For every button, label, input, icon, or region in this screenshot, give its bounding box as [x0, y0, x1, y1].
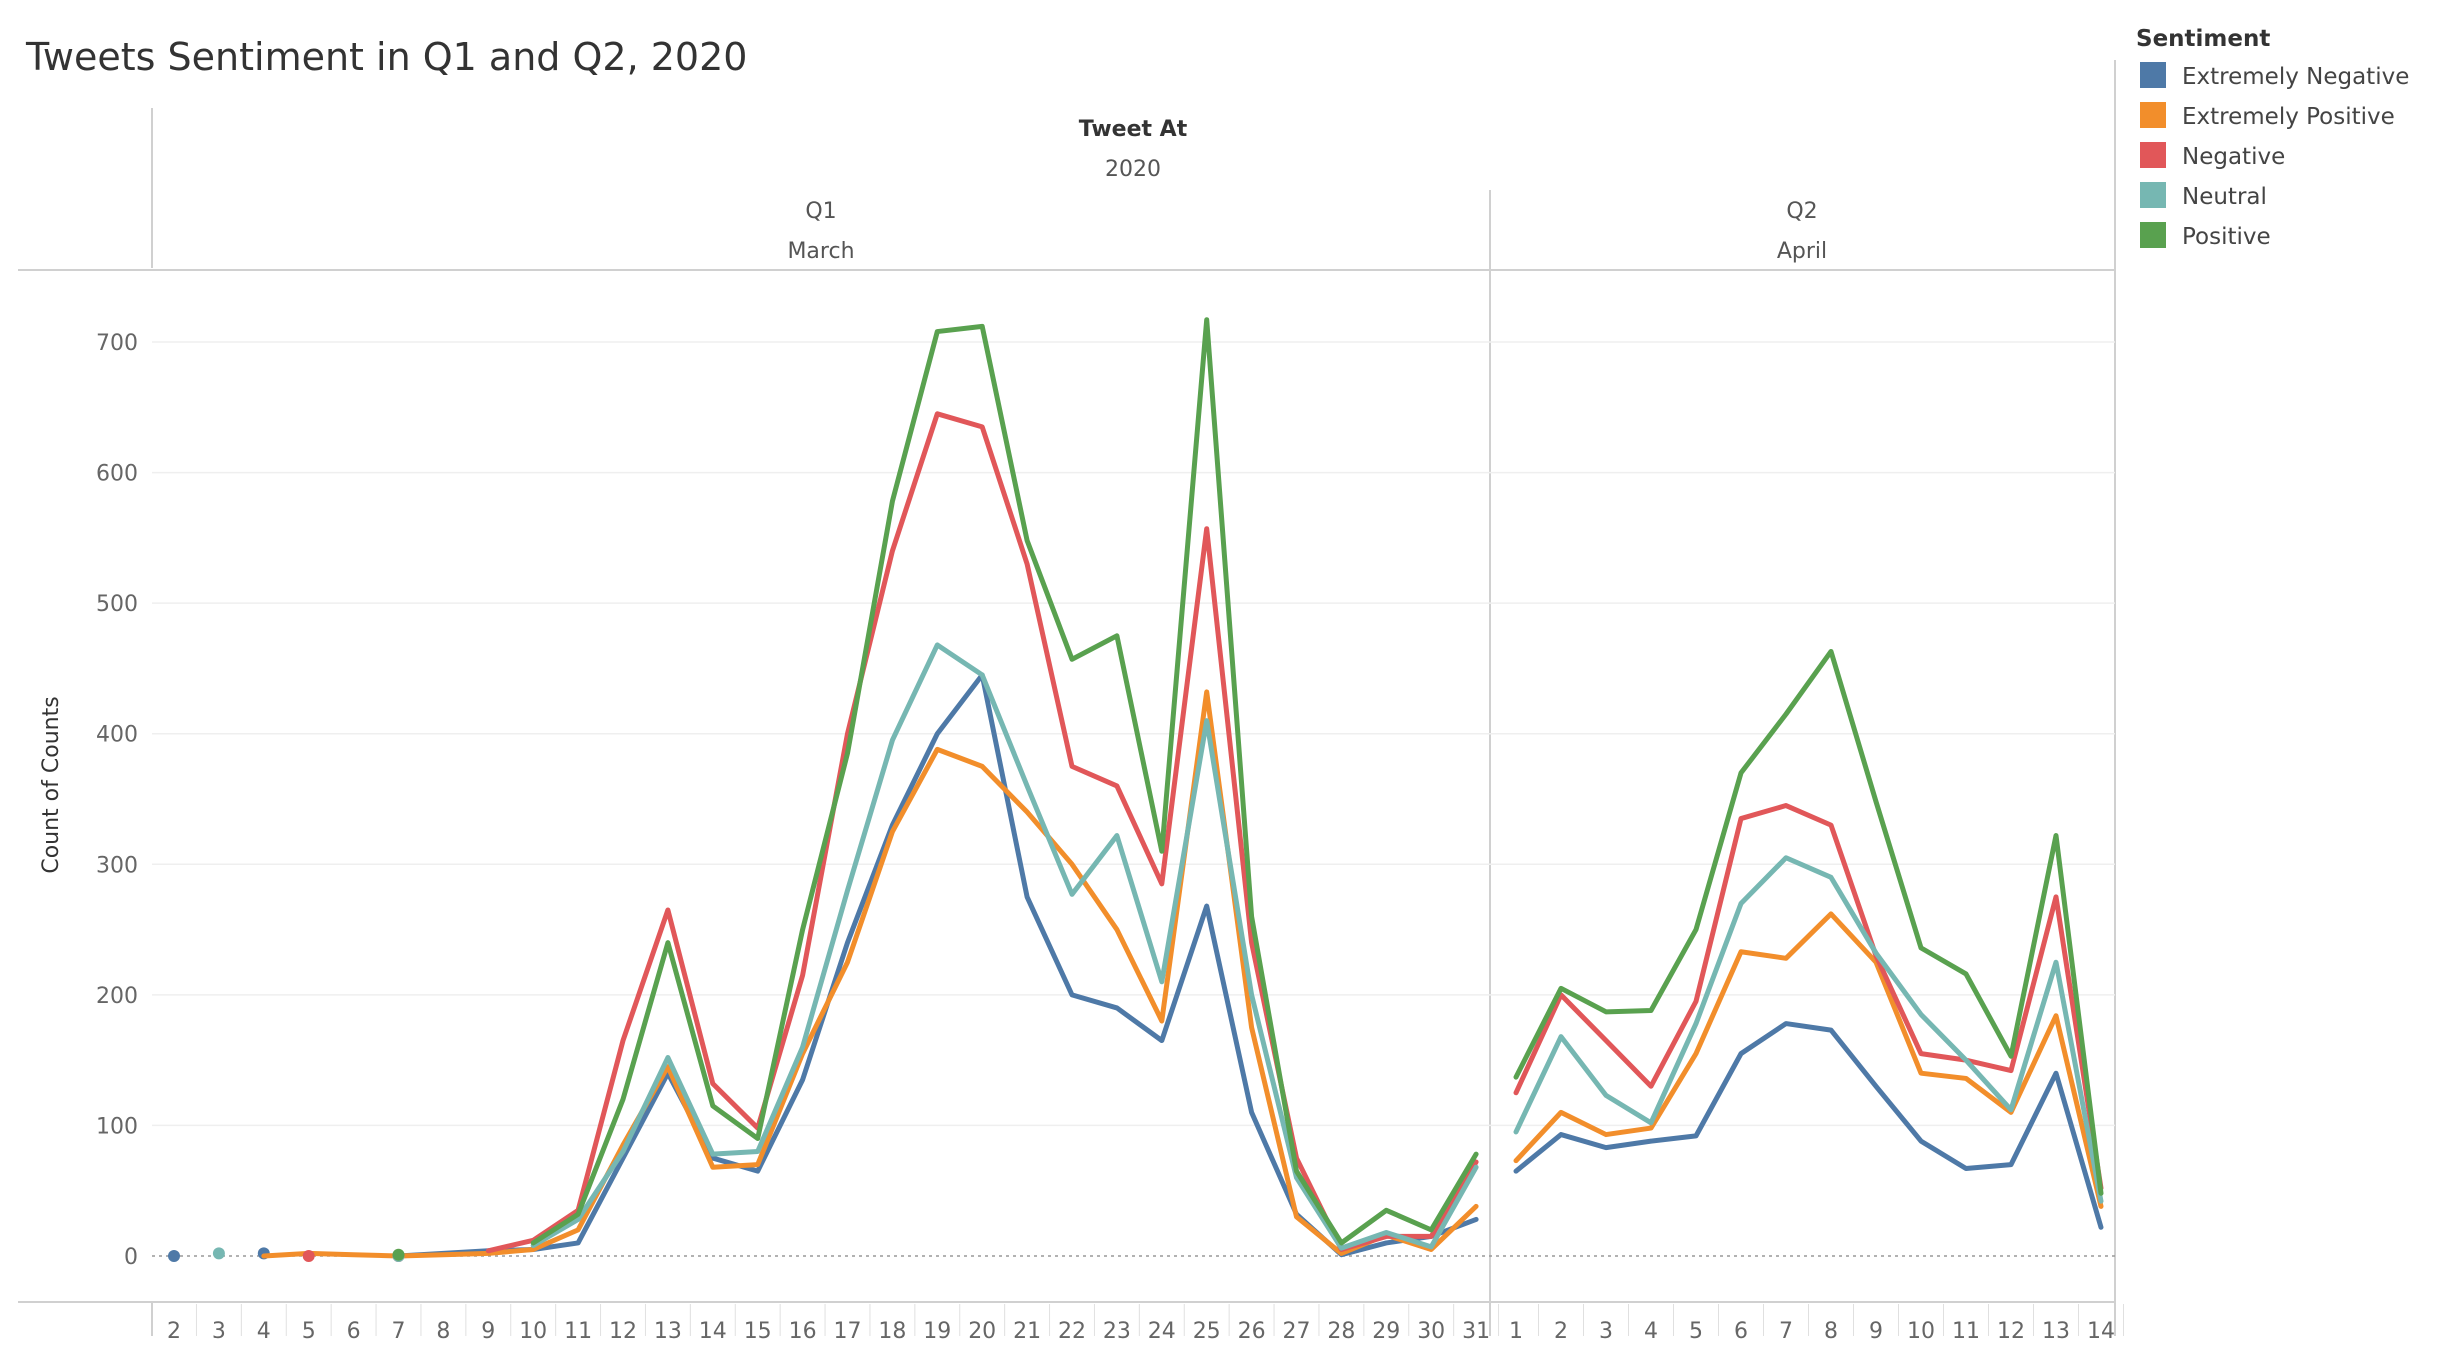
y-tick-label: 500: [96, 592, 138, 617]
x-tick-label: 31: [1462, 1319, 1490, 1344]
x-tick-label: 29: [1372, 1319, 1400, 1344]
series-extremely-positive: [261, 689, 2104, 1259]
chart-title: Tweets Sentiment in Q1 and Q2, 2020: [25, 35, 747, 79]
pane-q1-month: March: [787, 239, 854, 264]
series-line: [396, 672, 1479, 1259]
y-tick-label: 300: [96, 853, 138, 878]
y-tick-label: 600: [96, 462, 138, 487]
legend-title: Sentiment: [2136, 26, 2270, 52]
x-tick-label: 23: [1103, 1319, 1131, 1344]
series-positive: [392, 317, 2104, 1261]
series-point: [212, 1247, 225, 1260]
x-tick-label: 17: [834, 1319, 862, 1344]
x-tick-label: 10: [519, 1319, 547, 1344]
legend-label: Extremely Positive: [2182, 104, 2395, 130]
legend-swatch: [2140, 102, 2166, 128]
series-lines: [168, 317, 2104, 1262]
y-tick-label: 400: [96, 723, 138, 748]
x-tick-label: 5: [302, 1319, 316, 1344]
x-tick-label: 3: [212, 1319, 226, 1344]
legend-label: Neutral: [2182, 184, 2267, 210]
legend-label: Negative: [2182, 144, 2285, 170]
header-frame: [18, 60, 2116, 1336]
series-neutral: [212, 642, 2104, 1262]
x-tick-label: 28: [1327, 1319, 1355, 1344]
series-line: [261, 689, 1479, 1259]
x-tick-label: 9: [1869, 1319, 1883, 1344]
y-axis-ticks: 0 100 200 300 400 500 600 700: [96, 331, 138, 1270]
y-axis-label: Count of Counts: [39, 696, 64, 873]
x-tick-label: 30: [1417, 1319, 1445, 1344]
legend-swatch: [2140, 142, 2166, 168]
x-tick-label: 4: [1644, 1319, 1658, 1344]
x-tick-label: 12: [1997, 1319, 2025, 1344]
y-tick-label: 700: [96, 331, 138, 356]
x-tick-label: 22: [1058, 1319, 1086, 1344]
series-line: [1513, 803, 2104, 1191]
series-point: [302, 1250, 315, 1262]
y-tick-label: 100: [96, 1114, 138, 1139]
x-tick-label: 6: [347, 1319, 361, 1344]
series-line: [1513, 911, 2104, 1209]
x-tick-label: 19: [923, 1319, 951, 1344]
x-tick-label: 7: [1779, 1319, 1793, 1344]
x-tick-label: 5: [1689, 1319, 1703, 1344]
x-tick-label: 12: [609, 1319, 637, 1344]
series-line: [530, 317, 1479, 1246]
x-tick-label: 14: [699, 1319, 727, 1344]
series-point: [168, 1250, 180, 1262]
pane-q2-month: April: [1777, 239, 1827, 264]
x-tick-label: 2: [1554, 1319, 1568, 1344]
x-tick-label: 2: [167, 1319, 181, 1344]
x-tick-label: 11: [564, 1319, 592, 1344]
x-tick-label: 14: [2087, 1319, 2115, 1344]
x-tick-label: 13: [654, 1319, 682, 1344]
x-tick-label: 11: [1952, 1319, 1980, 1344]
y-tick-label: 200: [96, 984, 138, 1009]
x-tick-label: 25: [1193, 1319, 1221, 1344]
pane-q1-quarter: Q1: [805, 199, 836, 224]
gridlines: [152, 341, 2115, 1257]
legend-label: Positive: [2182, 224, 2271, 250]
y-tick-label: 0: [124, 1245, 138, 1270]
legend: Sentiment Extremely Negative Extremely Po…: [2136, 26, 2409, 250]
column-header-field: Tweet At: [1079, 117, 1188, 142]
x-tick-label: 1: [1509, 1319, 1523, 1344]
x-tick-label: 4: [257, 1319, 271, 1344]
x-tick-label: 8: [1824, 1319, 1838, 1344]
series-line: [1513, 855, 2104, 1204]
legend-label: Extremely Negative: [2182, 64, 2409, 90]
x-tick-label: 6: [1734, 1319, 1748, 1344]
legend-swatch: [2140, 62, 2166, 88]
x-tick-label: 20: [968, 1319, 996, 1344]
x-tick-label: 9: [481, 1319, 495, 1344]
x-tick-label: 10: [1907, 1319, 1935, 1344]
x-tick-label: 8: [436, 1319, 450, 1344]
x-axis-ticks: 2 3 4 5 6 7 8 9 10 11 12 13 14 15 16 17 18 19 20 21 22 23 24 25…: [167, 1304, 2124, 1344]
x-tick-label: 7: [392, 1319, 406, 1344]
x-tick-label: 24: [1148, 1319, 1176, 1344]
series-line: [530, 642, 1479, 1251]
x-tick-label: 15: [744, 1319, 772, 1344]
series-negative: [302, 411, 2104, 1262]
series-line: [1513, 1021, 2104, 1230]
column-header-year: 2020: [1105, 157, 1161, 182]
series-point: [392, 1248, 405, 1261]
legend-swatch: [2140, 182, 2166, 208]
legend-swatch: [2140, 222, 2166, 248]
x-tick-label: 18: [878, 1319, 906, 1344]
x-tick-label: 16: [789, 1319, 817, 1344]
x-tick-label: 27: [1283, 1319, 1311, 1344]
x-tick-label: 21: [1013, 1319, 1041, 1344]
series-line: [485, 411, 1479, 1254]
x-tick-label: 26: [1238, 1319, 1266, 1344]
pane-q2-quarter: Q2: [1786, 199, 1817, 224]
x-tick-label: 3: [1599, 1319, 1613, 1344]
x-tick-label: 13: [2042, 1319, 2070, 1344]
series-line: [1513, 648, 2104, 1196]
